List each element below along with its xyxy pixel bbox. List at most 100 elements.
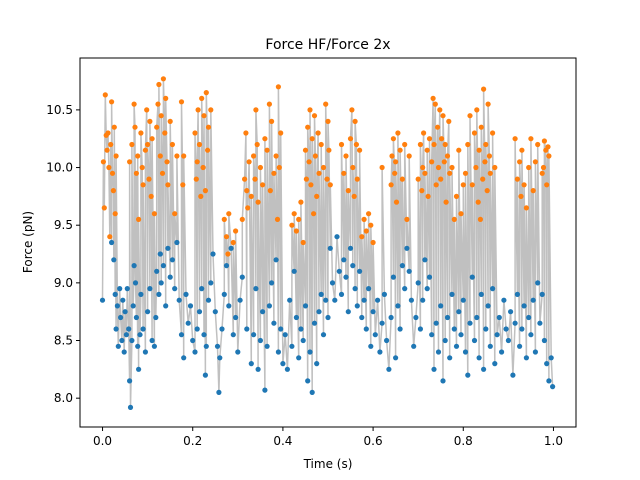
- data-point-series-2: [221, 216, 227, 222]
- data-point-series-1: [334, 234, 340, 240]
- data-point-series-2: [546, 153, 552, 159]
- data-point-series-2: [487, 170, 493, 176]
- data-point-series-1: [314, 361, 320, 367]
- data-point-series-2: [296, 216, 302, 222]
- data-point-series-1: [140, 326, 146, 332]
- data-point-series-2: [233, 228, 239, 234]
- data-point-series-1: [485, 303, 491, 309]
- data-point-series-1: [266, 303, 272, 309]
- data-point-series-1: [117, 286, 123, 292]
- data-point-series-2: [363, 228, 369, 234]
- data-point-series-1: [202, 372, 208, 378]
- data-point-series-1: [478, 291, 484, 297]
- data-point-series-1: [120, 297, 126, 303]
- data-point-series-2: [165, 182, 171, 188]
- data-point-series-2: [420, 164, 426, 171]
- data-point-series-2: [312, 153, 318, 159]
- data-point-series-2: [251, 153, 257, 159]
- data-point-series-2: [138, 130, 144, 136]
- data-point-series-1: [190, 337, 196, 344]
- data-point-series-1: [438, 303, 444, 309]
- data-point-series-2: [239, 216, 245, 222]
- data-point-series-2: [160, 76, 166, 82]
- data-point-series-1: [194, 326, 200, 332]
- data-point-series-2: [257, 164, 263, 171]
- data-point-series-1: [431, 366, 437, 372]
- data-point-series-2: [518, 193, 524, 199]
- data-point-series-2: [392, 170, 398, 176]
- data-point-series-2: [532, 159, 539, 165]
- data-point-series-1: [433, 320, 439, 326]
- data-point-series-2: [519, 147, 525, 153]
- data-point-series-2: [208, 107, 214, 113]
- data-point-series-1: [393, 355, 399, 361]
- data-point-series-1: [157, 251, 163, 257]
- data-point-series-1: [327, 245, 333, 251]
- data-point-series-1: [255, 366, 261, 372]
- data-point-series-1: [471, 337, 478, 344]
- data-point-series-2: [111, 124, 117, 130]
- data-point-series-2: [483, 141, 489, 148]
- data-point-series-2: [366, 211, 372, 217]
- data-point-series-1: [160, 263, 166, 269]
- data-point-series-1: [357, 268, 363, 274]
- data-point-series-1: [490, 286, 496, 292]
- data-point-series-1: [123, 332, 129, 338]
- data-point-series-1: [217, 355, 223, 361]
- data-point-series-2: [435, 164, 442, 171]
- data-point-series-2: [540, 164, 547, 171]
- data-point-series-2: [390, 136, 396, 142]
- data-point-series-1: [336, 268, 342, 274]
- data-point-series-1: [499, 349, 505, 355]
- data-point-series-2: [142, 147, 148, 153]
- data-point-series-2: [248, 193, 254, 199]
- data-point-series-1: [239, 274, 245, 280]
- data-point-series-2: [105, 130, 111, 136]
- data-point-series-1: [381, 291, 387, 297]
- data-point-series-2: [158, 113, 164, 119]
- data-point-series-1: [550, 384, 556, 390]
- data-point-series-2: [431, 141, 437, 148]
- data-point-series-1: [248, 361, 254, 367]
- data-point-series-2: [101, 205, 107, 211]
- data-point-series-1: [287, 297, 293, 303]
- data-point-series-1: [118, 314, 124, 321]
- data-point-series-2: [146, 176, 152, 182]
- data-point-series-1: [131, 263, 137, 269]
- data-point-series-1: [467, 320, 473, 326]
- data-point-series-2: [242, 176, 248, 182]
- data-point-series-1: [153, 314, 159, 321]
- data-point-series-2: [102, 92, 108, 98]
- data-point-series-2: [447, 170, 453, 176]
- data-point-series-2: [460, 182, 466, 188]
- data-point-series-1: [114, 303, 120, 309]
- data-point-series-1: [368, 343, 374, 349]
- y-tick-label: 9.5: [54, 218, 73, 232]
- data-point-series-2: [174, 153, 180, 159]
- data-point-series-2: [205, 124, 212, 130]
- data-point-series-1: [483, 326, 489, 332]
- data-point-series-1: [271, 320, 277, 326]
- data-point-series-1: [136, 366, 142, 372]
- data-point-series-2: [456, 147, 462, 153]
- x-tick-label: 0.6: [364, 434, 383, 448]
- data-point-series-1: [363, 326, 369, 332]
- data-point-series-2: [399, 176, 405, 182]
- data-point-series-2: [269, 118, 275, 124]
- data-point-series-2: [523, 205, 530, 211]
- data-point-series-1: [532, 349, 539, 355]
- data-point-series-2: [451, 216, 457, 222]
- data-point-series-2: [492, 164, 498, 171]
- data-point-series-1: [411, 343, 417, 349]
- data-point-series-1: [539, 291, 545, 297]
- y-tick-label: 10.5: [46, 103, 73, 117]
- data-point-series-1: [399, 263, 405, 269]
- data-point-series-1: [205, 297, 212, 303]
- data-point-series-1: [316, 309, 322, 315]
- data-point-series-2: [254, 141, 260, 148]
- data-point-series-2: [226, 211, 232, 217]
- data-point-series-1: [196, 309, 203, 315]
- data-point-series-1: [233, 314, 239, 321]
- data-point-series-1: [359, 314, 365, 321]
- data-point-series-1: [293, 314, 299, 321]
